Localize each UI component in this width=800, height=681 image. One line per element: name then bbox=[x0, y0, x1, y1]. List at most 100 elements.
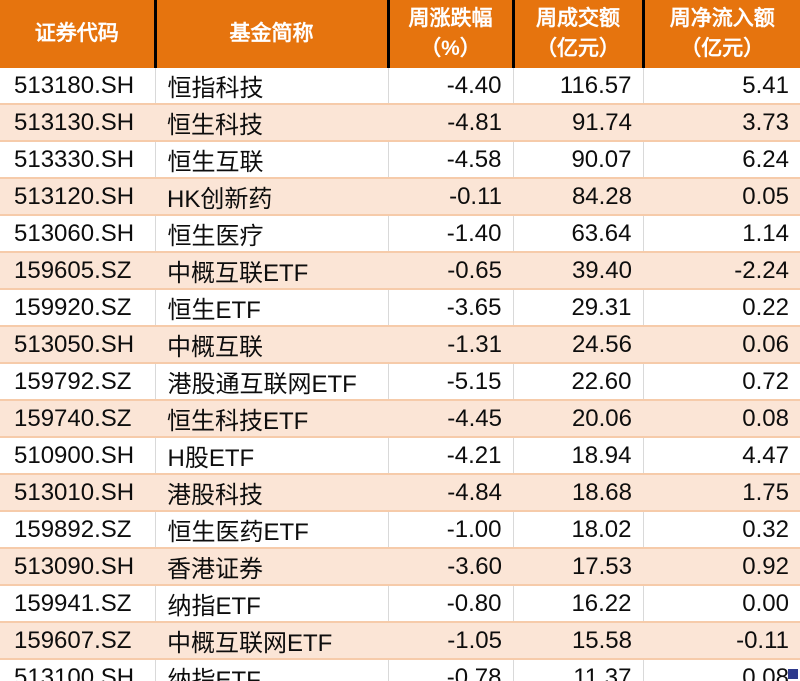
cell-change[interactable]: -4.84 bbox=[388, 474, 513, 512]
table-row: 513010.SH 港股科技 -4.84 18.68 1.75 bbox=[0, 474, 800, 512]
cell-inflow[interactable]: 0.92 bbox=[643, 548, 800, 586]
cell-turnover[interactable]: 91.74 bbox=[513, 104, 643, 142]
cell-name[interactable]: 恒生ETF bbox=[155, 289, 389, 327]
cell-turnover[interactable]: 29.31 bbox=[513, 289, 644, 327]
cell-inflow[interactable]: 0.08 bbox=[643, 400, 800, 438]
cell-name[interactable]: 香港证券 bbox=[155, 548, 388, 586]
table-row: 513100.SH 纳指ETF -0.78 11.37 0.08 bbox=[0, 659, 800, 681]
table-row: 513330.SH 恒生互联 -4.58 90.07 6.24 bbox=[0, 141, 800, 179]
cell-code[interactable]: 513120.SH bbox=[0, 178, 155, 216]
cell-name[interactable]: 恒生互联 bbox=[155, 141, 389, 179]
cell-turnover[interactable]: 18.68 bbox=[513, 474, 643, 512]
cell-inflow[interactable]: 3.73 bbox=[643, 104, 800, 142]
cell-name[interactable]: 恒指科技 bbox=[155, 68, 389, 105]
table-row: 159920.SZ 恒生ETF -3.65 29.31 0.22 bbox=[0, 289, 800, 327]
cell-change[interactable]: -3.65 bbox=[388, 289, 514, 327]
table-body: 513180.SH 恒指科技 -4.40 116.57 5.41 513130.SH 恒生科… bbox=[0, 68, 800, 681]
cell-inflow[interactable]: 0.08 bbox=[643, 659, 800, 681]
cell-change[interactable]: -1.05 bbox=[388, 622, 513, 660]
cell-code[interactable]: 513100.SH bbox=[0, 659, 156, 681]
cell-name[interactable]: HK创新药 bbox=[155, 178, 388, 216]
cell-change[interactable]: -0.80 bbox=[388, 585, 514, 623]
cell-change[interactable]: -1.00 bbox=[388, 511, 514, 549]
cell-name[interactable]: 恒生科技 bbox=[155, 104, 388, 142]
cell-code[interactable]: 159892.SZ bbox=[0, 511, 156, 549]
cell-change[interactable]: -5.15 bbox=[388, 363, 514, 401]
cell-change[interactable]: -0.78 bbox=[388, 659, 514, 681]
cell-change[interactable]: -4.40 bbox=[388, 68, 514, 105]
cell-name[interactable]: 恒生医疗 bbox=[155, 215, 389, 253]
cell-code[interactable]: 513050.SH bbox=[0, 326, 155, 364]
cell-code[interactable]: 510900.SH bbox=[0, 437, 156, 475]
cell-name[interactable]: 纳指ETF bbox=[155, 585, 389, 623]
column-header-name: 基金简称 bbox=[155, 0, 390, 68]
cell-code[interactable]: 513330.SH bbox=[0, 141, 156, 179]
cell-code[interactable]: 159941.SZ bbox=[0, 585, 156, 623]
cell-code[interactable]: 513180.SH bbox=[0, 68, 156, 105]
cell-name[interactable]: 纳指ETF bbox=[155, 659, 389, 681]
cell-turnover[interactable]: 116.57 bbox=[513, 68, 644, 105]
column-header-change: 周涨跌幅 （%） bbox=[388, 0, 515, 68]
cell-change[interactable]: -3.60 bbox=[388, 548, 513, 586]
cell-inflow[interactable]: 0.06 bbox=[643, 326, 800, 364]
cell-name[interactable]: 港股科技 bbox=[155, 474, 388, 512]
column-header-inflow: 周净流入额 （亿元） bbox=[643, 0, 800, 68]
cell-turnover[interactable]: 84.28 bbox=[513, 178, 643, 216]
cell-inflow[interactable]: 1.14 bbox=[643, 215, 800, 253]
cell-code[interactable]: 159792.SZ bbox=[0, 363, 156, 401]
cell-inflow[interactable]: 4.47 bbox=[643, 437, 800, 475]
cell-change[interactable]: -4.21 bbox=[388, 437, 514, 475]
cell-turnover[interactable]: 24.56 bbox=[513, 326, 643, 364]
cell-name[interactable]: 恒生科技ETF bbox=[155, 400, 388, 438]
cell-inflow[interactable]: 0.00 bbox=[643, 585, 800, 623]
table-row: 159740.SZ 恒生科技ETF -4.45 20.06 0.08 bbox=[0, 400, 800, 438]
cell-turnover[interactable]: 63.64 bbox=[513, 215, 644, 253]
cell-change[interactable]: -4.81 bbox=[388, 104, 513, 142]
cell-name[interactable]: 港股通互联网ETF bbox=[155, 363, 389, 401]
cell-turnover[interactable]: 90.07 bbox=[513, 141, 644, 179]
table-row: 513090.SH 香港证券 -3.60 17.53 0.92 bbox=[0, 548, 800, 586]
cell-turnover[interactable]: 20.06 bbox=[513, 400, 643, 438]
cell-code[interactable]: 159607.SZ bbox=[0, 622, 155, 660]
cell-change[interactable]: -4.58 bbox=[388, 141, 514, 179]
cell-code[interactable]: 513090.SH bbox=[0, 548, 155, 586]
cell-inflow[interactable]: 6.24 bbox=[643, 141, 800, 179]
cell-change[interactable]: -0.65 bbox=[388, 252, 513, 290]
cell-turnover[interactable]: 16.22 bbox=[513, 585, 644, 623]
cell-name[interactable]: 中概互联ETF bbox=[155, 252, 388, 290]
cell-inflow[interactable]: 0.05 bbox=[643, 178, 800, 216]
cell-code[interactable]: 159740.SZ bbox=[0, 400, 155, 438]
cell-turnover[interactable]: 39.40 bbox=[513, 252, 643, 290]
cell-turnover[interactable]: 18.02 bbox=[513, 511, 644, 549]
cell-code[interactable]: 513060.SH bbox=[0, 215, 156, 253]
cell-turnover[interactable]: 15.58 bbox=[513, 622, 643, 660]
cell-code[interactable]: 159920.SZ bbox=[0, 289, 156, 327]
table-row: 159941.SZ 纳指ETF -0.80 16.22 0.00 bbox=[0, 585, 800, 623]
table-row: 513180.SH 恒指科技 -4.40 116.57 5.41 bbox=[0, 68, 800, 105]
cell-change[interactable]: -1.40 bbox=[388, 215, 514, 253]
cell-name[interactable]: H股ETF bbox=[155, 437, 389, 475]
cell-inflow[interactable]: 5.41 bbox=[643, 68, 800, 105]
cell-name[interactable]: 恒生医药ETF bbox=[155, 511, 389, 549]
cell-name[interactable]: 中概互联 bbox=[155, 326, 388, 364]
cell-change[interactable]: -4.45 bbox=[388, 400, 513, 438]
cell-code[interactable]: 513130.SH bbox=[0, 104, 155, 142]
selection-handle-icon[interactable] bbox=[788, 669, 798, 679]
cell-change[interactable]: -0.11 bbox=[388, 178, 513, 216]
cell-code[interactable]: 159605.SZ bbox=[0, 252, 155, 290]
cell-inflow[interactable]: 0.22 bbox=[643, 289, 800, 327]
cell-turnover[interactable]: 17.53 bbox=[513, 548, 643, 586]
cell-inflow[interactable]: 0.72 bbox=[643, 363, 800, 401]
cell-turnover[interactable]: 22.60 bbox=[513, 363, 644, 401]
cell-turnover[interactable]: 11.37 bbox=[513, 659, 644, 681]
cell-change[interactable]: -1.31 bbox=[388, 326, 513, 364]
cell-name[interactable]: 中概互联网ETF bbox=[155, 622, 388, 660]
cell-inflow[interactable]: 0.32 bbox=[643, 511, 800, 549]
cell-turnover[interactable]: 18.94 bbox=[513, 437, 644, 475]
table-header-row: 证券代码 基金简称 周涨跌幅 （%） 周成交额 （亿元） 周净流入额 （亿元） bbox=[0, 0, 800, 68]
cell-inflow[interactable]: -2.24 bbox=[643, 252, 800, 290]
cell-code[interactable]: 513010.SH bbox=[0, 474, 155, 512]
cell-inflow[interactable]: -0.11 bbox=[643, 622, 800, 660]
cell-inflow[interactable]: 1.75 bbox=[643, 474, 800, 512]
